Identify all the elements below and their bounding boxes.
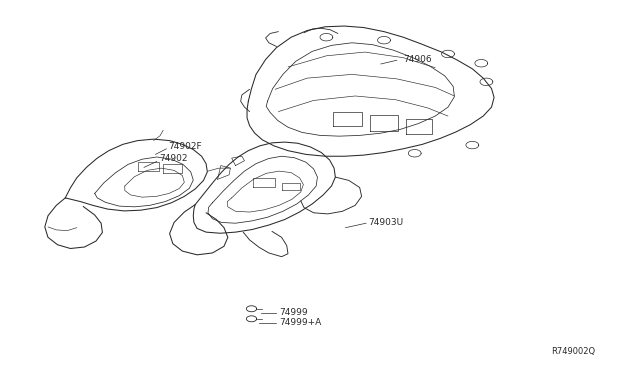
Text: 74902: 74902 xyxy=(159,154,188,163)
Text: 74903U: 74903U xyxy=(368,218,403,227)
Text: 74906: 74906 xyxy=(403,55,432,64)
Text: 74999: 74999 xyxy=(280,308,308,317)
Text: 74999+A: 74999+A xyxy=(280,318,322,327)
Text: R749002Q: R749002Q xyxy=(551,347,595,356)
Text: 74902F: 74902F xyxy=(168,142,202,151)
